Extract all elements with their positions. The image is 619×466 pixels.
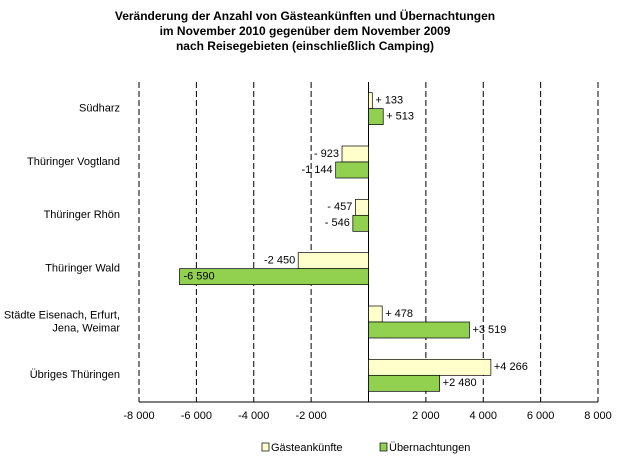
value-label: +4 266 xyxy=(494,361,528,373)
x-tick-label: -2 000 xyxy=(296,410,327,422)
x-tick-label: -8 000 xyxy=(123,410,154,422)
value-label: - 546 xyxy=(325,217,350,229)
x-tick-label: 2 000 xyxy=(412,410,440,422)
y-tick-label: Thüringer Rhön xyxy=(44,209,120,221)
bar xyxy=(368,108,384,126)
value-label: +3 519 xyxy=(472,324,506,336)
y-tick-label: Südharz xyxy=(79,103,120,115)
x-tick-label: 4 000 xyxy=(469,410,497,422)
bar xyxy=(368,374,440,392)
chart-title: Veränderung der Anzahl von Gästeankünfte… xyxy=(115,8,495,23)
chart-title: nach Reisegebieten (einschließlich Campi… xyxy=(176,39,434,53)
bar xyxy=(352,214,369,232)
value-label: -2 450 xyxy=(264,255,295,267)
bar xyxy=(297,252,369,270)
value-label: - 923 xyxy=(314,148,339,160)
value-label: + 513 xyxy=(386,111,414,123)
value-label: -6 590 xyxy=(183,271,214,283)
y-tick-label: Städte Eisenach, Erfurt, xyxy=(4,309,120,321)
value-label: + 133 xyxy=(375,95,403,107)
legend-swatch xyxy=(261,442,270,452)
bar xyxy=(368,92,373,110)
y-tick-label: Übriges Thüringen xyxy=(30,369,120,381)
value-label: -1 144 xyxy=(301,164,332,176)
bar xyxy=(335,161,369,179)
value-label: + 478 xyxy=(385,308,413,320)
bar xyxy=(368,358,492,376)
x-tick-label: -6 000 xyxy=(181,410,212,422)
y-tick-label: Thüringer Vogtland xyxy=(27,156,120,168)
x-tick-label: 6 000 xyxy=(527,410,555,422)
value-label: +2 480 xyxy=(443,377,477,389)
x-tick-label: -4 000 xyxy=(238,410,269,422)
chart-title: im November 2010 gegenüber dem November … xyxy=(160,24,451,38)
legend-label: Gästeankünfte xyxy=(271,442,343,454)
y-tick-label: Jena, Weimar xyxy=(52,322,120,334)
bar xyxy=(368,321,470,339)
bar xyxy=(355,198,369,216)
bar xyxy=(341,145,369,163)
y-tick-label: Thüringer Wald xyxy=(45,263,120,275)
legend-label: Übernachtungen xyxy=(389,442,470,454)
legend-swatch xyxy=(379,442,388,452)
bar xyxy=(368,305,383,323)
value-label: - 457 xyxy=(327,201,352,213)
x-tick-label: 8 000 xyxy=(584,410,612,422)
bar xyxy=(179,268,369,286)
